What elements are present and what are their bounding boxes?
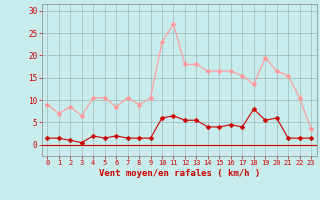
X-axis label: Vent moyen/en rafales ( km/h ): Vent moyen/en rafales ( km/h ) (99, 169, 260, 178)
